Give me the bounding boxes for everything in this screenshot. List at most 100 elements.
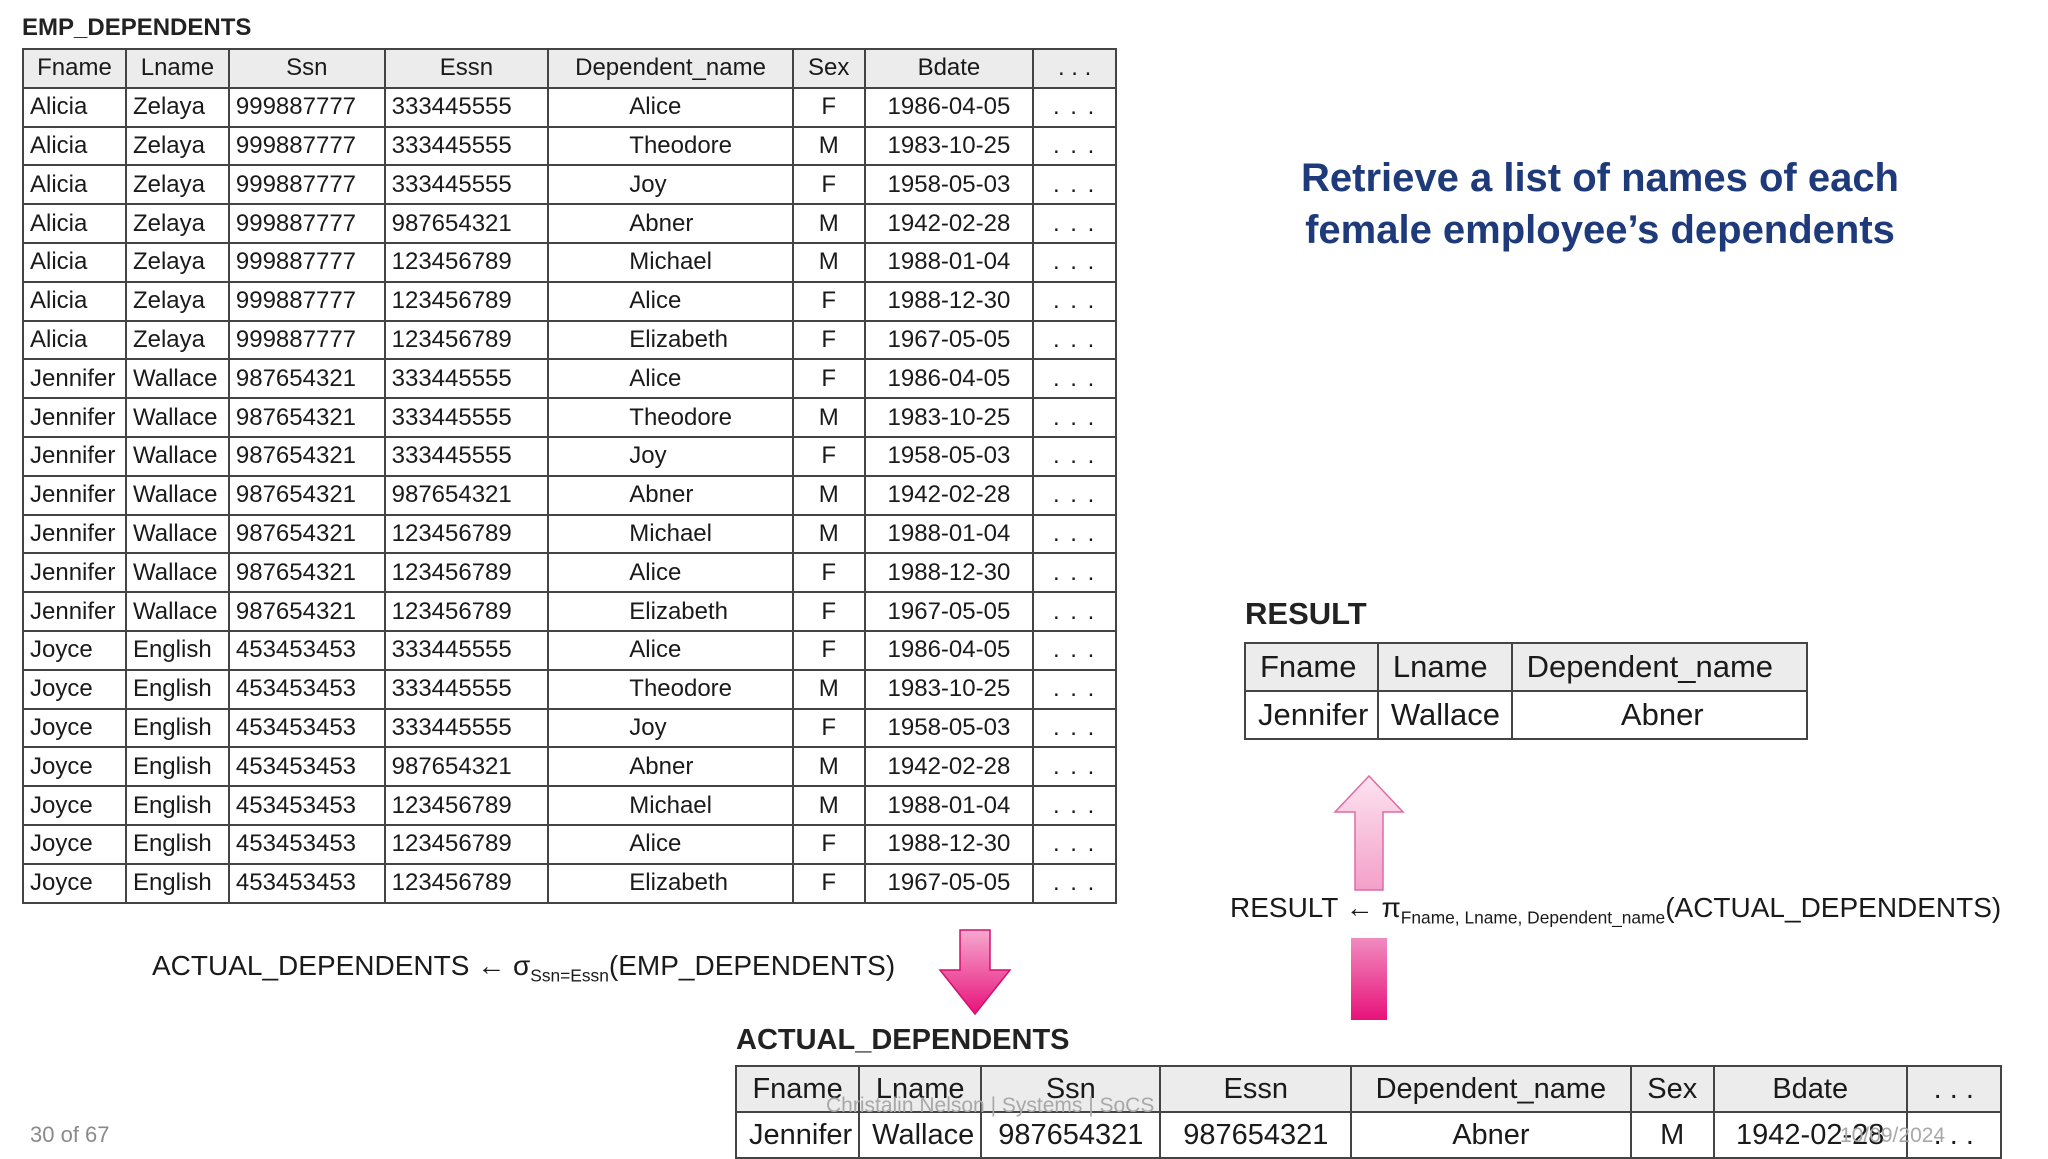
- table-row: Alicia Zelaya 999887777 333445555 Theodore M 1…: [22, 125, 1117, 167]
- project-lhs: RESULT: [1230, 892, 1338, 923]
- cell-ssn: 453453453: [227, 785, 386, 826]
- cell-ssn: 453453453: [227, 629, 386, 671]
- cell-sex: M: [1629, 1111, 1715, 1159]
- cell-ssn: 999887777: [227, 203, 386, 244]
- cell-fname: Jennifer: [734, 1111, 861, 1159]
- cell-essn: 333445555: [383, 164, 550, 206]
- cell-lname: Zelaya: [124, 280, 230, 322]
- cell-essn: 333445555: [383, 397, 550, 438]
- cell-bdate: 1986-04-05: [863, 629, 1035, 671]
- cell-fname: Jennifer: [22, 591, 127, 632]
- arrow-stem-icon: [1351, 938, 1387, 1020]
- cell-dep: Alice: [547, 86, 794, 128]
- cell-ssn: 453453453: [227, 668, 386, 710]
- res-header-lname: Lname: [1376, 642, 1513, 692]
- cell-sex: F: [791, 823, 866, 865]
- cell-sex: M: [791, 203, 866, 244]
- cell-dep: Abner: [547, 746, 794, 788]
- cell-bdate: 1942-02-28: [863, 746, 1035, 788]
- actual-dependents-caption: ACTUAL_DEPENDENTS: [736, 1024, 1070, 1056]
- cell-more: . . .: [1032, 319, 1117, 361]
- cell-fname: Joyce: [22, 668, 127, 710]
- cell-bdate: 1983-10-25: [863, 668, 1035, 710]
- cell-more: . . .: [1032, 164, 1117, 206]
- up-arrow-icon: [1333, 774, 1405, 891]
- cell-ssn: 987654321: [227, 552, 386, 594]
- cell-fname: Joyce: [22, 707, 127, 749]
- cell-bdate: 1942-02-28: [1712, 1111, 1908, 1159]
- cell-ssn: 453453453: [227, 707, 386, 749]
- cell-fname: Alicia: [22, 203, 127, 244]
- emp-header-fname: Fname: [22, 48, 127, 89]
- act-header-bdate: Bdate: [1712, 1065, 1908, 1113]
- cell-more: . . .: [1032, 862, 1117, 904]
- cell-sex: F: [791, 591, 866, 632]
- actual-header-row: Fname Lname Ssn Essn Dependent_name Sex Bdate.…: [734, 1065, 2003, 1113]
- table-row: Jennifer Wallace 987654321 333445555 Joy F 195…: [22, 435, 1117, 477]
- emp-header-more: . . .: [1032, 48, 1117, 89]
- cell-dep: Abner: [547, 474, 794, 516]
- cell-essn: 123456789: [383, 823, 550, 865]
- cell-more: . . .: [1032, 86, 1117, 128]
- cell-ssn: 987654321: [227, 358, 386, 400]
- table-row: Alicia Zelaya 999887777 987654321 Abner M 1942…: [22, 203, 1117, 244]
- table-row: Jennifer Wallace 987654321 123456789 Michael…: [22, 513, 1117, 555]
- cell-essn: 987654321: [383, 474, 550, 516]
- cell-essn: 987654321: [1159, 1111, 1353, 1159]
- cell-more: . . .: [1032, 746, 1117, 788]
- act-header-ssn: Ssn: [980, 1065, 1162, 1113]
- cell-lname: Wallace: [124, 435, 230, 477]
- cell-fname: Jennifer: [22, 358, 127, 400]
- cell-essn: 123456789: [383, 552, 550, 594]
- res-header-fname: Fname: [1244, 642, 1379, 692]
- cell-bdate: 1988-12-30: [863, 552, 1035, 594]
- cell-ssn: 453453453: [227, 862, 386, 904]
- cell-fname: Alicia: [22, 164, 127, 206]
- table-row: Jennifer Wallace 987654321 123456789 Elizabe…: [22, 591, 1117, 632]
- cell-bdate: 1958-05-03: [863, 164, 1035, 206]
- cell-lname: English: [124, 746, 230, 788]
- cell-more: . . .: [1032, 358, 1117, 400]
- cell-essn: 987654321: [383, 203, 550, 244]
- cell-bdate: 1967-05-05: [863, 591, 1035, 632]
- emp-header-row: Fname Lname Ssn Essn Dependent_name Sex Bdate.…: [22, 48, 1117, 89]
- cell-ssn: 987654321: [980, 1111, 1162, 1159]
- cell-ssn: 987654321: [227, 397, 386, 438]
- emp-header-bdate: Bdate: [863, 48, 1035, 89]
- cell-lname: Wallace: [124, 591, 230, 632]
- act-header-more: . . .: [1905, 1065, 2003, 1113]
- table-row: Jennifer Wallace 987654321 333445555 Alice F 1…: [22, 358, 1117, 400]
- cell-essn: 333445555: [383, 668, 550, 710]
- cell-lname: Wallace: [858, 1111, 983, 1159]
- cell-essn: 333445555: [383, 86, 550, 128]
- cell-lname: English: [124, 823, 230, 865]
- cell-dep: Michael: [547, 513, 794, 555]
- cell-bdate: 1986-04-05: [863, 86, 1035, 128]
- cell-essn: 333445555: [383, 125, 550, 167]
- cell-more: . . .: [1032, 513, 1117, 555]
- cell-ssn: 987654321: [227, 435, 386, 477]
- cell-lname: English: [124, 785, 230, 826]
- cell-fname: Alicia: [22, 125, 127, 167]
- table-row: Alicia Zelaya 999887777 123456789 Elizabeth F…: [22, 319, 1117, 361]
- cell-more: . . .: [1032, 280, 1117, 322]
- cell-ssn: 453453453: [227, 746, 386, 788]
- cell-fname: Joyce: [22, 785, 127, 826]
- select-arrow: ←: [477, 950, 506, 981]
- cell-dep: Alice: [547, 823, 794, 865]
- cell-lname: Wallace: [124, 474, 230, 516]
- table-row: Joyce English 453453453 123456789 Alice F 1988…: [22, 823, 1117, 865]
- act-header-sex: Sex: [1629, 1065, 1715, 1113]
- table-row: Joyce English 453453453 987654321 Abner M 1942…: [22, 746, 1117, 788]
- cell-sex: M: [791, 241, 866, 283]
- project-formula: RESULT ← πFname, Lname, Dependent_name(A…: [1230, 892, 2001, 929]
- cell-sex: M: [791, 785, 866, 826]
- slide-title: Retrieve a list of names of each female …: [1300, 156, 1899, 252]
- cell-more: . . .: [1032, 591, 1117, 632]
- table-row: Jennifer Wallace 987654321 333445555 Theodor…: [22, 397, 1117, 438]
- act-header-fname: Fname: [734, 1065, 861, 1113]
- cell-fname: Joyce: [22, 823, 127, 865]
- cell-fname: Joyce: [22, 629, 127, 671]
- cell-fname: Jennifer: [22, 552, 127, 594]
- cell-dep: Michael: [547, 785, 794, 826]
